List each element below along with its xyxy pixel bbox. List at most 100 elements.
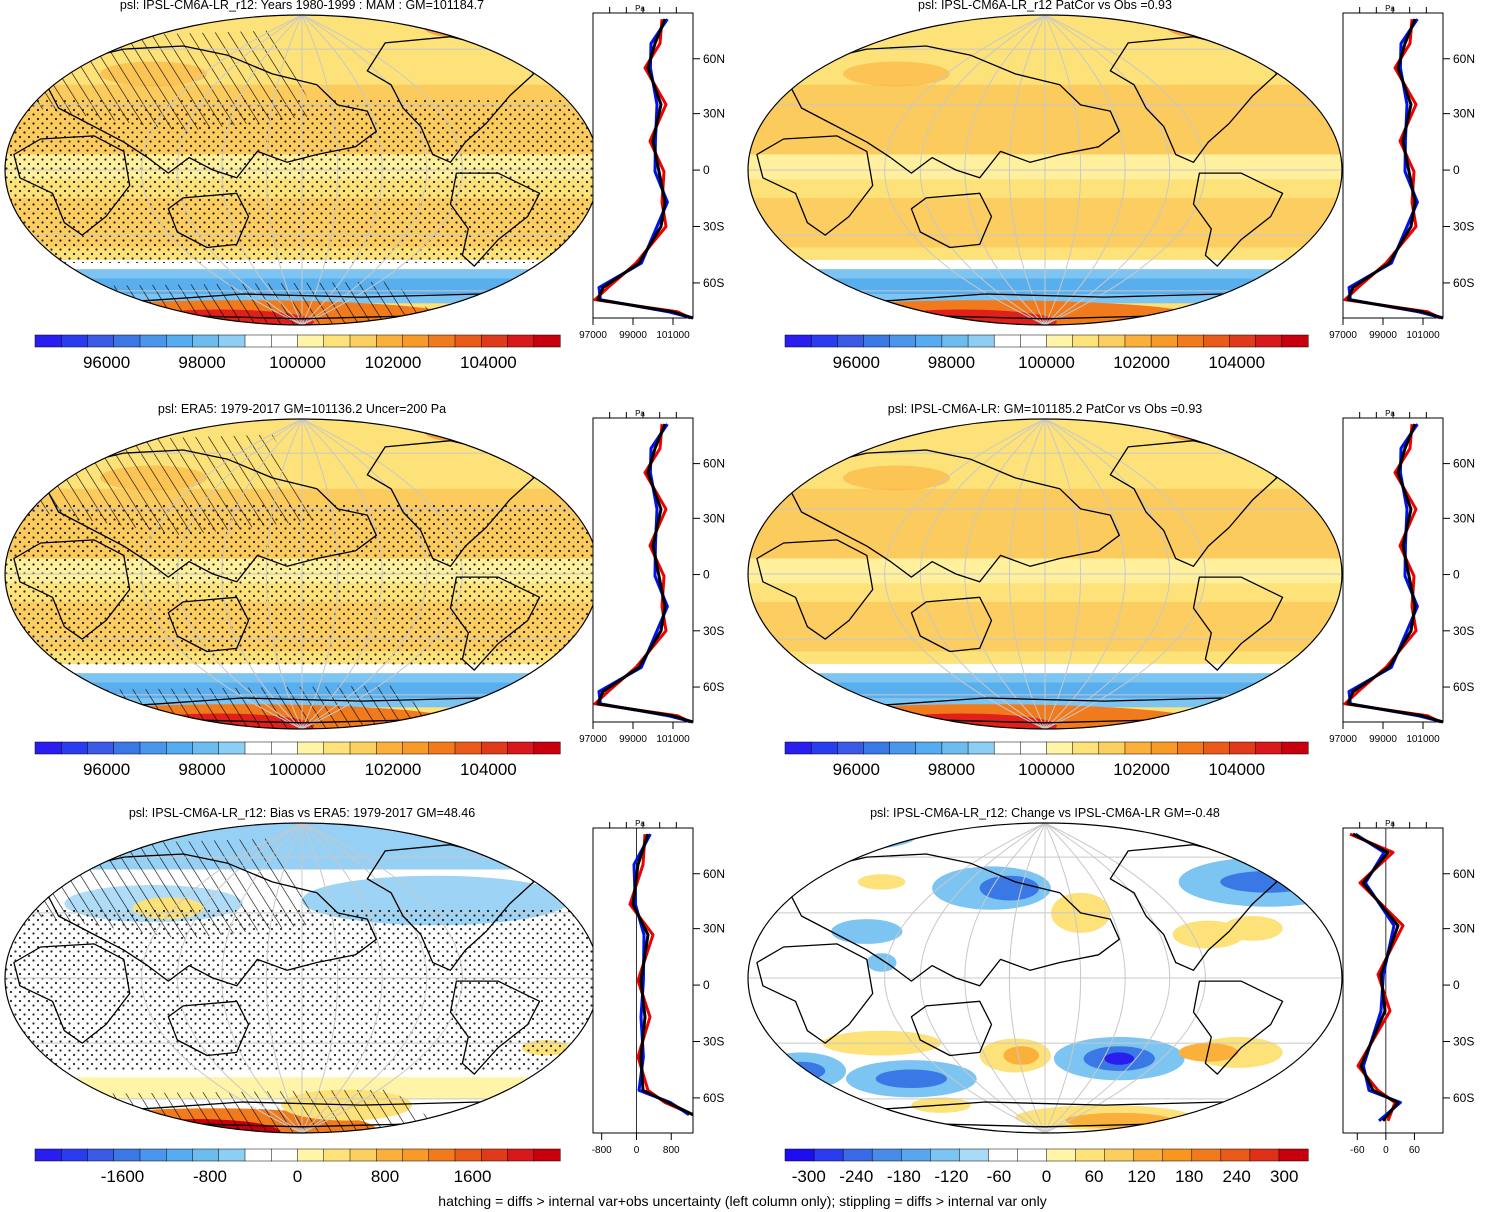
- colorbar-cell: [889, 741, 917, 755]
- colorbar-cell: [507, 741, 535, 755]
- meridian: [141, 15, 303, 325]
- zonal-lat-label: 30S: [703, 624, 724, 638]
- zonal-x-label: -60: [1350, 1145, 1365, 1156]
- zonal-x-label: 99000: [619, 330, 647, 341]
- colorbar-label: 240: [1222, 1167, 1250, 1186]
- colorbar-cell: [113, 334, 141, 348]
- colorbar-label: -60: [987, 1167, 1012, 1186]
- colorbar-cell: [34, 334, 62, 348]
- coastline: [45, 449, 377, 583]
- colorbar-label: 104000: [1208, 353, 1265, 372]
- colorbar-label: 96000: [833, 353, 880, 372]
- colorbar-cell: [810, 334, 838, 348]
- meridian: [301, 15, 339, 325]
- zonal-x-label: 97000: [579, 734, 607, 745]
- zonal-lat-label: 60S: [1453, 1091, 1474, 1105]
- colorbar-cell: [1046, 334, 1074, 348]
- meridian: [1044, 823, 1206, 1133]
- colorbar-cell: [1046, 1148, 1077, 1162]
- meridian: [1008, 823, 1046, 1133]
- colorbar-cell: [323, 334, 351, 348]
- panel-title: psl: IPSL-CM6A-LR_r12 PatCor vs Obs =0.9…: [918, 0, 1172, 12]
- colorbar-cell: [244, 741, 272, 755]
- colorbar-cell: [271, 1148, 299, 1162]
- meridian: [964, 15, 1046, 325]
- colorbar-cell: [784, 334, 812, 348]
- colorbar-cell: [871, 1148, 902, 1162]
- zonal-x-label: 101000: [656, 734, 690, 745]
- panel-title: psl: IPSL-CM6A-LR: GM=101185.2 PatCor vs…: [888, 402, 1203, 416]
- colorbar-cell: [61, 741, 89, 755]
- zonal-lat-label: 30S: [1453, 220, 1474, 234]
- coastline: [449, 576, 541, 671]
- coastline: [756, 943, 874, 1044]
- hatching-north: [34, 30, 317, 132]
- colorbar-cell: [1255, 334, 1283, 348]
- colorbar-cell: [454, 741, 482, 755]
- zonal-x-label: 60: [1409, 1145, 1421, 1156]
- colorbar-label: 102000: [365, 760, 422, 779]
- colorbar-cell: [297, 741, 325, 755]
- meridian: [1044, 823, 1126, 1133]
- hatching-south: [64, 281, 451, 325]
- change-blob: [1199, 823, 1319, 845]
- colorbar-cell: [784, 741, 812, 755]
- colorbar-label: -180: [887, 1167, 921, 1186]
- colorbar-label: -1600: [101, 1167, 144, 1186]
- colorbar-cell: [837, 334, 864, 348]
- zonal-lat-label: 0: [703, 568, 710, 582]
- colorbar-label: 1600: [454, 1167, 492, 1186]
- colorbar-cell: [87, 334, 115, 348]
- colorbar-cell: [192, 741, 220, 755]
- colorbar: 96000 98000 100000 102000 104000: [784, 334, 1309, 372]
- colorbar-cell: [87, 1148, 115, 1162]
- zonal-x-label: 97000: [1329, 330, 1357, 341]
- coastline: [533, 42, 588, 75]
- meridian: [884, 823, 1046, 1133]
- meridian: [964, 823, 1046, 1133]
- colorbar-cell: [1191, 1148, 1222, 1162]
- zonal-ref-curve: [631, 833, 694, 1117]
- zonal-lat-label: 60N: [703, 457, 725, 471]
- colorbar-cell: [166, 334, 194, 348]
- colorbar-label: 96000: [83, 760, 130, 779]
- colorbar-cell: [1150, 334, 1178, 348]
- colorbar-cell: [402, 334, 430, 348]
- meridian: [176, 15, 303, 325]
- colorbar-cell: [454, 1148, 482, 1162]
- colorbar-cell: [784, 1148, 815, 1162]
- meridian: [1044, 15, 1171, 325]
- colorbar-cell: [218, 741, 246, 755]
- zonal-x-label: 800: [663, 1145, 680, 1156]
- zonal-lat-label: 30N: [1453, 107, 1475, 121]
- coastline: [910, 596, 993, 653]
- meridian: [221, 823, 303, 1133]
- meridian: [1044, 15, 1126, 325]
- hatching-north: [34, 838, 317, 940]
- colorbar-cell: [1072, 741, 1100, 755]
- hatching-north: [34, 434, 317, 536]
- colorbar-cell: [34, 741, 62, 755]
- zonal-model-curve: [1343, 18, 1441, 320]
- zonal-x-label: 101000: [656, 330, 690, 341]
- zonal-lat-label: 30S: [1453, 624, 1474, 638]
- meridian: [301, 823, 339, 1133]
- meridian: [221, 15, 303, 325]
- colorbar-cell: [1281, 334, 1309, 348]
- zonal-frame: [592, 417, 694, 723]
- colorbar-cell: [1177, 334, 1204, 348]
- antarctica-core: [866, 309, 1057, 325]
- panel-1: psl: IPSL-CM6A-LR_r12: Years 1980-1999 :…: [4, 0, 725, 372]
- meridian: [919, 15, 1046, 325]
- colorbar-cell: [481, 741, 509, 755]
- colorbar-cell: [1020, 334, 1048, 348]
- zonal-x-label: 97000: [1329, 734, 1357, 745]
- colorbar-label: 100000: [269, 760, 326, 779]
- colorbar-label: 104000: [1208, 760, 1265, 779]
- meridian: [301, 823, 428, 1133]
- meridian: [301, 419, 383, 729]
- colorbar-cell: [533, 334, 561, 348]
- colorbar-cell: [271, 741, 299, 755]
- colorbar-cell: [376, 741, 404, 755]
- meridian: [964, 419, 1046, 729]
